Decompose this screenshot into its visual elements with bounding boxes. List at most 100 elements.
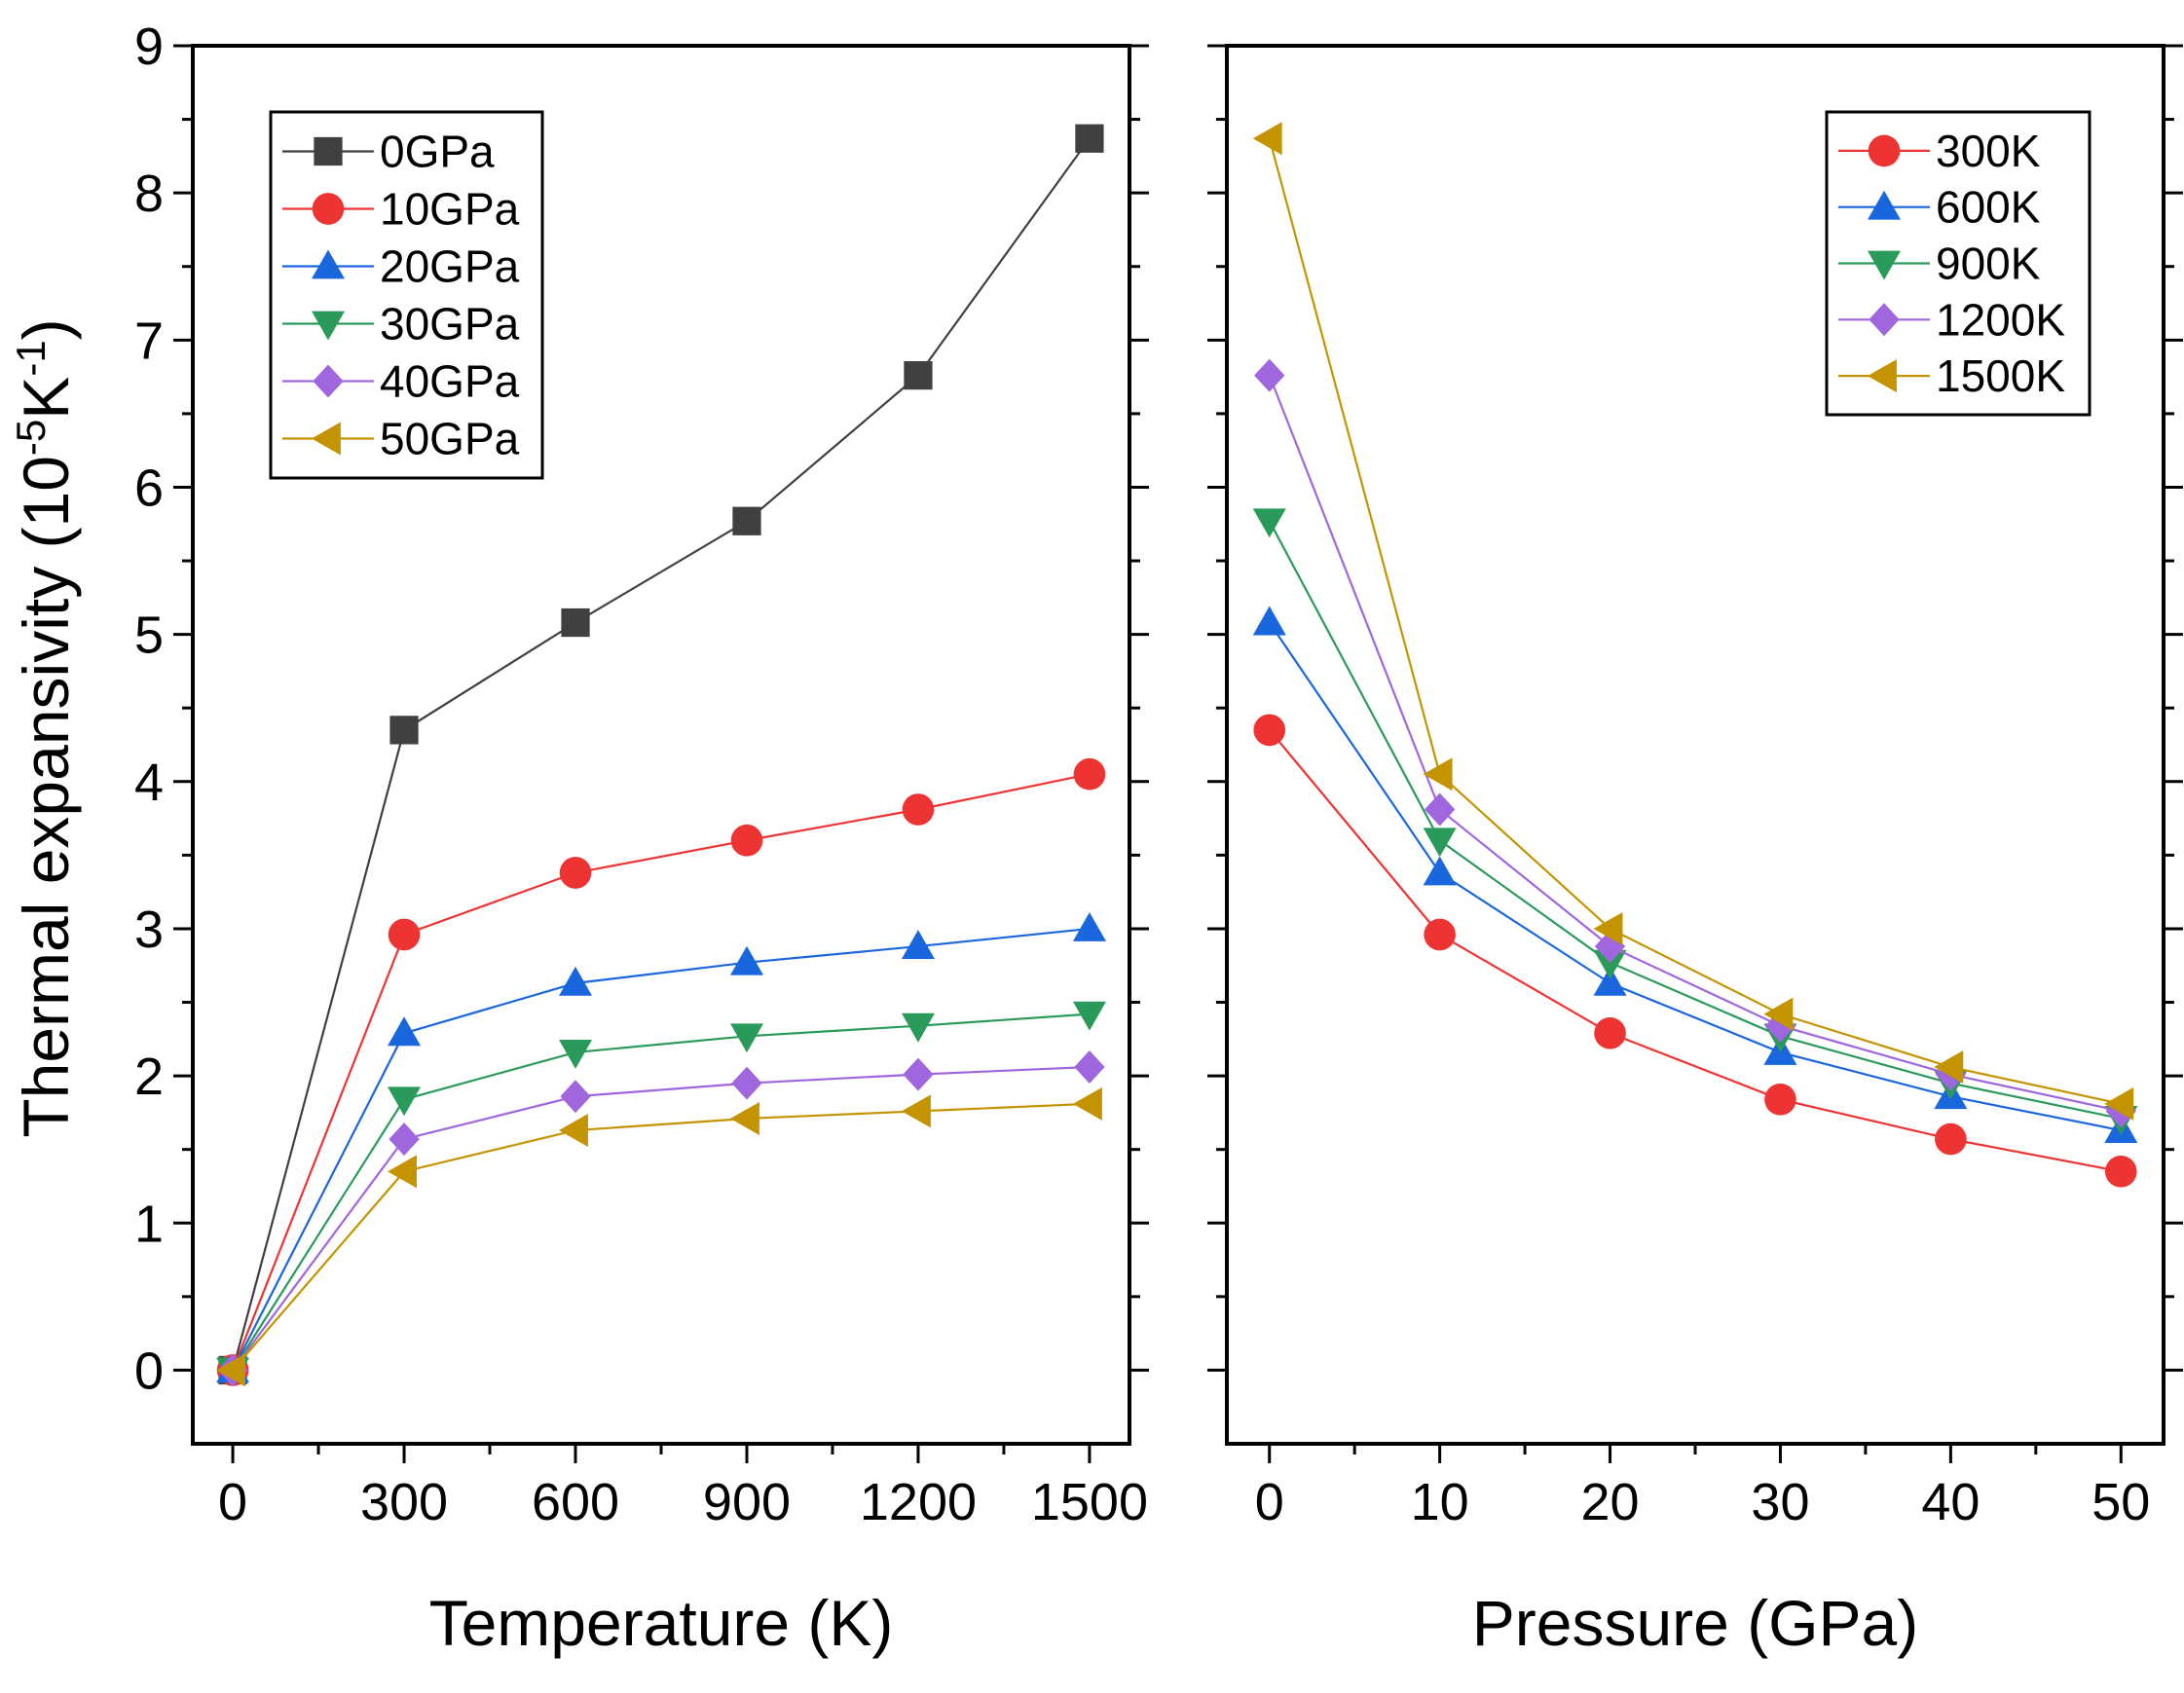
left-data-point — [731, 1066, 762, 1100]
y-axis-title-end: ) — [10, 318, 82, 340]
right-legend-marker — [1868, 190, 1901, 220]
right-legend-label: 900K — [1936, 239, 2041, 289]
right-x-tick-label: 30 — [1751, 1473, 1809, 1531]
left-data-point — [216, 1353, 245, 1387]
left-data-point — [901, 1094, 931, 1128]
left-data-point — [1075, 124, 1104, 153]
right-data-point — [1254, 358, 1285, 392]
right-legend-marker — [1868, 359, 1897, 393]
y-axis-title: Thermal expansivity (10-5K-1) — [8, 318, 82, 1137]
left-legend-label: 0GPa — [380, 127, 495, 177]
right-legend-marker — [1869, 303, 1900, 337]
right-legend-label: 300K — [1936, 126, 2041, 176]
left-series-line — [232, 927, 1091, 1371]
right-data-point — [1252, 122, 1282, 156]
right-data-point — [1593, 966, 1627, 996]
right-data-point — [2104, 1156, 2137, 1188]
left-legend-marker — [312, 193, 345, 225]
left-data-point — [729, 1023, 763, 1053]
left-series-10GPa — [216, 757, 1106, 1386]
left-data-point — [388, 1155, 417, 1189]
left-legend-marker — [312, 311, 345, 341]
left-legend-label: 50GPa — [380, 414, 520, 464]
y-axis-title-exp1: -5 — [8, 420, 54, 456]
right-x-tick-label: 20 — [1581, 1473, 1640, 1531]
right-series-line — [1268, 729, 2122, 1173]
right-data-point — [2104, 1086, 2134, 1121]
left-x-tick-label: 300 — [360, 1473, 448, 1531]
left-y-tick-label: 6 — [134, 459, 164, 517]
left-x-tick-label: 0 — [218, 1473, 247, 1531]
left-data-point — [560, 1080, 591, 1114]
left-data-point — [559, 857, 592, 889]
right-data-point — [1424, 918, 1456, 951]
left-legend-label: 30GPa — [380, 299, 520, 350]
panel-right: 0 10 20 30 40 50 Pressure (GPa) 300K 600K 900K120… — [1207, 44, 2183, 1659]
left-data-point — [902, 793, 935, 826]
left-series-line — [232, 1065, 1090, 1372]
svg-text:Thermal expansivity (10-5K-1): Thermal expansivity (10-5K-1) — [8, 318, 82, 1137]
left-data-point — [729, 1101, 759, 1135]
left-data-point — [559, 1040, 593, 1069]
left-y-tick-label: 9 — [134, 18, 164, 76]
right-data-point — [1764, 1009, 1796, 1043]
y-axis-title-mid: K — [10, 377, 82, 420]
left-data-point — [561, 607, 590, 638]
left-data-point — [901, 930, 935, 960]
right-data-point — [1594, 930, 1626, 964]
right-data-point — [1424, 792, 1456, 827]
right-legend-marker — [1868, 134, 1901, 167]
right-series-line — [1268, 375, 2122, 1113]
left-x-tick-label: 600 — [532, 1473, 619, 1531]
left-y-tick-label: 3 — [134, 901, 164, 959]
left-data-point — [901, 1012, 935, 1043]
left-data-point — [730, 824, 763, 857]
left-data-point — [388, 1086, 422, 1117]
left-legend: 0GPa 10GPa 20GPa 30GPa 40GPa 50GPa — [269, 110, 544, 480]
right-series-line — [1268, 137, 2122, 1105]
left-data-point — [388, 918, 421, 951]
right-x-tick-label: 10 — [1411, 1473, 1469, 1531]
right-data-point — [1594, 1016, 1626, 1049]
left-y-tick-label: 2 — [134, 1048, 164, 1106]
right-data-point — [1764, 1083, 1796, 1116]
left-x-tick-label: 1500 — [1031, 1473, 1148, 1531]
right-data-point — [1934, 1050, 1964, 1085]
left-y-tick-label: 7 — [134, 312, 164, 370]
left-legend-marker — [312, 422, 341, 456]
left-series-line — [232, 1012, 1091, 1372]
left-data-point — [1072, 911, 1106, 941]
right-data-point — [1252, 606, 1286, 636]
left-data-point — [559, 966, 593, 996]
right-x-tick-label: 50 — [2091, 1473, 2150, 1531]
right-data-point — [1593, 949, 1627, 979]
right-series-line — [1268, 520, 2122, 1121]
left-legend-marker — [314, 136, 343, 166]
right-data-point — [1423, 856, 1457, 886]
right-x-tick-label: 40 — [1921, 1473, 1980, 1531]
left-y-tick-label: 0 — [134, 1342, 164, 1400]
left-y-tick-label: 5 — [134, 607, 164, 665]
left-x-tick-label: 1200 — [860, 1473, 977, 1531]
right-legend-label: 1200K — [1936, 294, 2065, 345]
right-x-axis-title: Pressure (GPa) — [1472, 1587, 1918, 1659]
right-series-line — [1268, 621, 2122, 1132]
left-x-tick-label: 900 — [703, 1473, 791, 1531]
left-series-line — [231, 137, 1091, 1371]
left-legend-marker — [312, 249, 345, 279]
left-x-axis-title: Temperature (K) — [429, 1587, 894, 1659]
right-series-1500K — [1252, 122, 2134, 1121]
right-data-point — [1252, 508, 1286, 538]
left-series-20GPa — [216, 911, 1106, 1383]
left-series-50GPa — [216, 1086, 1102, 1387]
y-axis-title-exp2: -1 — [8, 340, 54, 376]
left-data-point — [1074, 1050, 1105, 1085]
left-data-point — [904, 360, 933, 390]
left-series-line — [232, 1102, 1090, 1372]
right-data-point — [1593, 911, 1623, 945]
left-data-point — [1073, 757, 1106, 791]
left-data-point — [559, 1114, 588, 1148]
left-legend-marker — [313, 364, 344, 398]
